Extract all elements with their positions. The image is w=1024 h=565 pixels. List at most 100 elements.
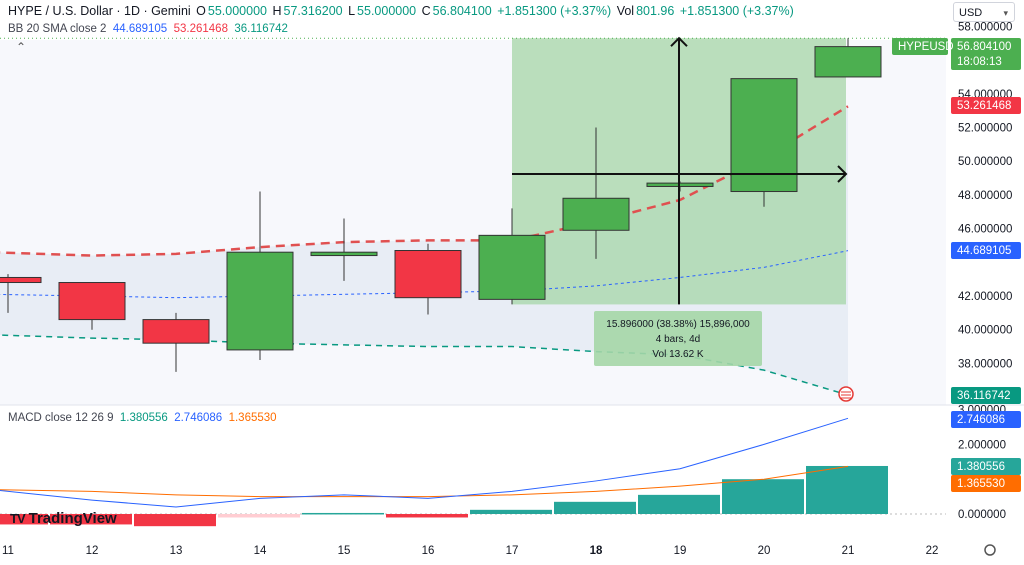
open-value: 55.000000	[207, 4, 267, 18]
macd-histogram-bar	[554, 501, 636, 514]
macd-histogram-bar	[722, 479, 804, 514]
macd-histogram-bar	[302, 512, 384, 515]
bb-basis-line	[0, 250, 849, 299]
macd-legend-name: MACD close 12 26 9	[8, 412, 114, 424]
gear-icon[interactable]	[984, 544, 996, 556]
macd-hist-badge: 1.365530	[951, 475, 1021, 492]
price-axis-tick: 42.000000	[958, 291, 1012, 303]
price-axis-tick: 46.000000	[958, 224, 1012, 236]
candle[interactable]	[226, 191, 294, 361]
axes: 58.00000054.00000052.00000050.00000048.0…	[0, 21, 1024, 557]
bb-upper-badge-bg	[951, 97, 1021, 114]
bb-basis-badge-bg	[951, 242, 1021, 259]
bb-basis-badge: 44.689105	[951, 242, 1021, 259]
macd-signal-badge: 2.746086	[951, 411, 1021, 428]
time-axis-tick: 12	[86, 545, 99, 557]
bb-legend[interactable]: BB 20 SMA close 2 44.689105 53.261468 36…	[8, 23, 288, 35]
bb-upper-badge-text: 53.261468	[957, 100, 1011, 112]
candle[interactable]	[0, 274, 42, 313]
candle[interactable]	[814, 38, 882, 78]
last-price-badge-bg	[951, 38, 1021, 70]
time-axis-tick: 15	[338, 545, 351, 557]
price-axis-tick: 52.000000	[958, 123, 1012, 135]
candle[interactable]	[58, 282, 126, 330]
measure-label-line: 15.896000 (38.38%) 15,896,000	[606, 319, 750, 330]
measure-label-line: Vol 13.62 K	[652, 349, 703, 360]
macd-legend[interactable]: MACD close 12 26 9 1.380556 2.746086 1.3…	[8, 412, 277, 424]
candle-body	[310, 251, 378, 257]
candle-body	[814, 46, 882, 78]
time-axis-tick: 16	[422, 545, 435, 557]
bb-lower-badge-bg	[951, 387, 1021, 404]
candle-body	[478, 234, 546, 300]
last-price-badge: 56.804100 18:08:13	[951, 38, 1021, 70]
bb-basis-badge-text: 44.689105	[957, 245, 1011, 257]
tradingview-logo-icon: TV	[10, 511, 26, 526]
measure-label-box	[594, 311, 762, 366]
candle-body	[730, 78, 798, 193]
macd-hist-value: 1.365530	[228, 412, 277, 424]
price-axis-tick: 50.000000	[958, 156, 1012, 168]
currency-select[interactable]: USD ▾	[953, 2, 1015, 22]
candle[interactable]	[562, 127, 630, 259]
us-flag-icon[interactable]	[838, 386, 854, 402]
price-axis-tick: 58.000000	[958, 21, 1012, 33]
candle-body	[0, 276, 42, 284]
symbol-title[interactable]: HYPE / U.S. Dollar · 1D · Gemini	[8, 4, 191, 18]
last-price-badge-text: 56.804100	[957, 41, 1011, 53]
us-flag-stripes	[841, 391, 851, 399]
candle[interactable]	[142, 312, 210, 372]
bb-lower-badge-text: 36.116742	[957, 390, 1011, 402]
candle[interactable]	[730, 78, 798, 207]
tradingview-logo[interactable]: TV TradingView	[10, 510, 117, 527]
candle[interactable]	[310, 218, 378, 281]
close-value: 56.804100	[432, 4, 492, 18]
macd-panel[interactable]	[0, 417, 946, 527]
arrow-up-icon	[670, 36, 688, 47]
time-axis-tick: 17	[506, 545, 519, 557]
candle-body	[58, 282, 126, 321]
candle-body	[142, 319, 210, 344]
chevron-down-icon: ▾	[1003, 8, 1008, 18]
macd-histogram-bar	[134, 514, 216, 527]
collapse-legend-icon[interactable]: ⌃	[16, 40, 27, 54]
time-axis-tick: 18	[590, 545, 603, 557]
symbol-badge-bg	[892, 38, 948, 55]
macd-signal-value: 2.746086	[174, 412, 223, 424]
bb-upper-badge: 53.261468	[951, 97, 1021, 114]
macd-histogram-bar	[0, 514, 48, 525]
close-label: C	[421, 4, 431, 18]
macd-value-badge-bg	[951, 458, 1021, 475]
time-axis-tick: 11	[2, 545, 14, 557]
change-value: +1.851300 (+3.37%)	[497, 4, 612, 18]
candle-body	[394, 250, 462, 299]
time-axis-tick: 21	[842, 545, 855, 557]
macd-signal-badge-bg	[951, 411, 1021, 428]
low-label: L	[348, 4, 356, 18]
macd-axis-tick: 2.000000	[958, 439, 1006, 451]
vol-change-value: +1.851300 (+3.37%)	[679, 4, 794, 18]
high-value: 57.316200	[283, 4, 343, 18]
macd-value: 1.380556	[119, 412, 168, 424]
time-axis-tick: 20	[758, 545, 771, 557]
logo-text: TradingView	[28, 510, 117, 527]
macd-histogram-bar	[386, 514, 468, 518]
time-axis-tick: 22	[926, 545, 939, 557]
macd-histogram-bar	[50, 514, 132, 525]
bb-upper-value: 53.261468	[173, 23, 228, 35]
macd-signal-line	[0, 465, 849, 498]
macd-value-badge-text: 1.380556	[957, 461, 1005, 473]
candle[interactable]	[394, 243, 462, 315]
time-axis-tick: 14	[254, 545, 267, 557]
currency-label: USD	[959, 7, 983, 19]
time-axis-tick: 13	[170, 545, 183, 557]
bb-lower-badge: 36.116742	[951, 387, 1021, 404]
last-price-badge-text: 18:08:13	[957, 56, 1002, 68]
macd-histogram-bar	[218, 514, 300, 518]
candle[interactable]	[478, 208, 546, 305]
macd-histogram-bar	[638, 494, 720, 514]
price-axis-tick: 48.000000	[958, 190, 1012, 202]
high-label: H	[272, 4, 282, 18]
price-panel[interactable]: 15.896000 (38.38%) 15,896,000 4 bars, 4d V…	[0, 36, 946, 405]
